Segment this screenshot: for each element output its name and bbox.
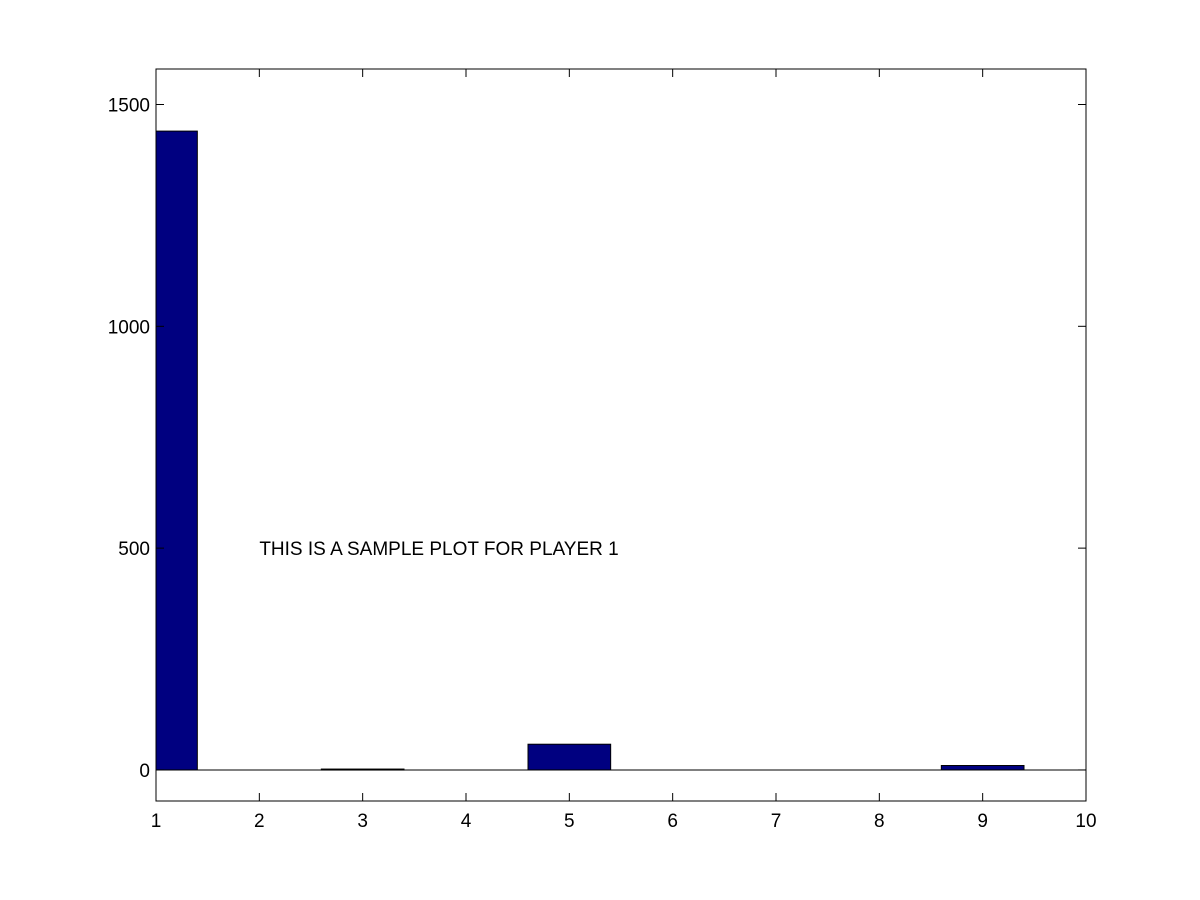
plot-annotation-text: THIS IS A SAMPLE PLOT FOR PLAYER 1	[259, 539, 618, 560]
x-axis: 1 2 3 4 5 6 7 8 9 10	[151, 69, 1097, 832]
annotations: THIS IS A SAMPLE PLOT FOR PLAYER 1	[259, 539, 618, 560]
y-tick-label: 1000	[108, 317, 150, 338]
bar	[155, 130, 198, 771]
plot-area	[156, 69, 1086, 801]
y-axis: 0 500 1000 1500	[108, 95, 1086, 782]
x-tick-label: 1	[151, 811, 162, 832]
axes-frame	[155, 68, 1087, 802]
x-tick-label: 5	[564, 811, 575, 832]
x-tick-label: 8	[874, 811, 885, 832]
axes-box	[155, 68, 1087, 802]
bar	[940, 765, 1025, 771]
y-tick-label: 500	[118, 539, 150, 560]
plot-background	[156, 69, 1086, 801]
bar	[527, 743, 612, 771]
y-tick-label: 0	[139, 761, 150, 782]
x-tick-label: 9	[977, 811, 988, 832]
x-tick-label: 7	[771, 811, 782, 832]
x-tick-label: 10	[1075, 811, 1096, 832]
bar-series	[155, 130, 1025, 771]
x-tick-label: 6	[667, 811, 678, 832]
x-tick-label: 4	[461, 811, 472, 832]
y-tick-label: 1500	[108, 95, 150, 116]
x-tick-label: 2	[254, 811, 265, 832]
x-tick-label: 3	[357, 811, 368, 832]
